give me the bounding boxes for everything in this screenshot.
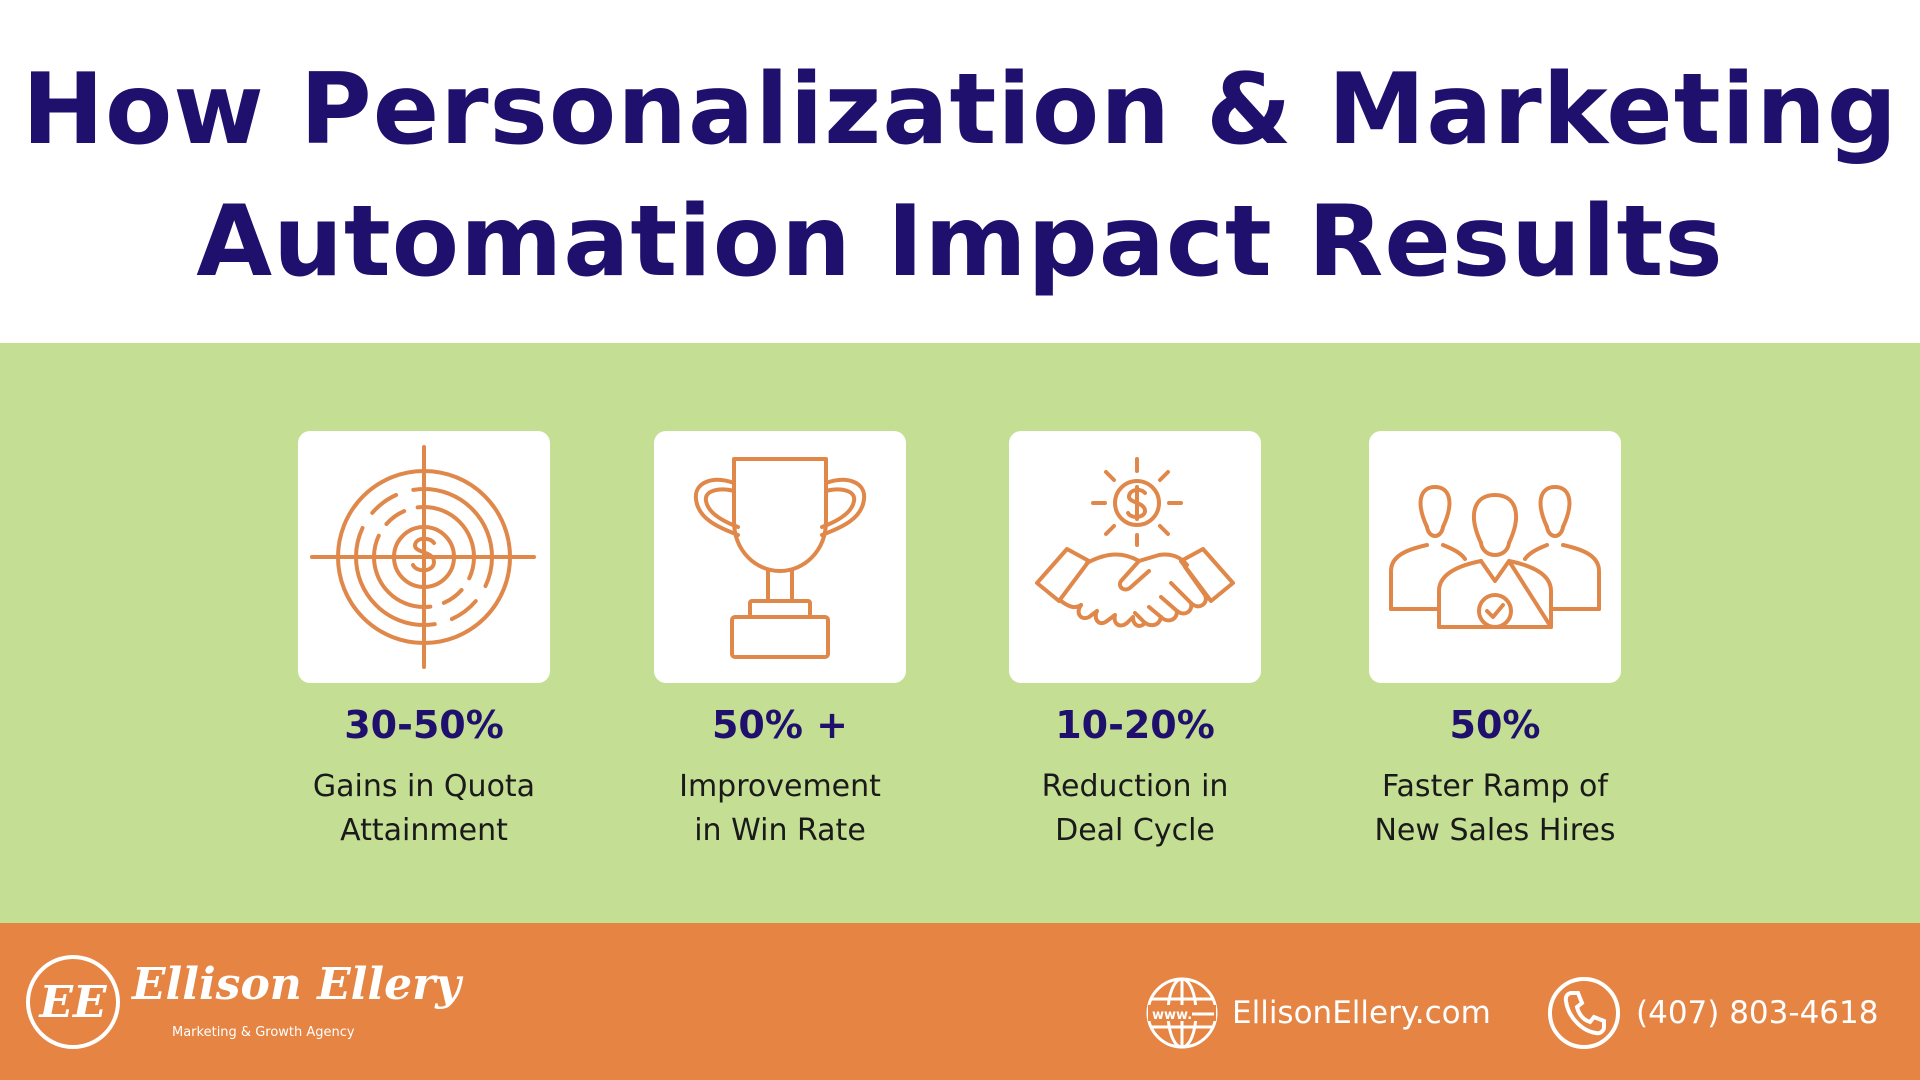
stat-win-rate: 50% + Improvement in Win Rate xyxy=(600,431,960,851)
page-title: How Personalization & Marketing Automati… xyxy=(0,44,1920,308)
stat-label-line-1: Faster Ramp of xyxy=(1382,769,1608,804)
stat-card xyxy=(1369,431,1621,683)
title-line-2: Automation Impact Results xyxy=(196,185,1724,299)
logo-tagline: Marketing & Growth Agency xyxy=(172,1025,355,1040)
footer: EE Ellison Ellery Marketing & Growth Age… xyxy=(0,923,1920,1080)
stat-label-line-2: in Win Rate xyxy=(694,813,866,848)
stat-label-line-1: Improvement xyxy=(679,769,881,804)
stat-label: Faster Ramp of New Sales Hires xyxy=(1315,765,1675,853)
header: How Personalization & Marketing Automati… xyxy=(0,0,1920,343)
logo-monogram: EE xyxy=(26,955,120,1049)
stat-value: 10-20% xyxy=(1055,703,1215,747)
website-link[interactable]: EllisonEllery.com xyxy=(1232,995,1491,1031)
stat-label: Improvement in Win Rate xyxy=(600,765,960,853)
stat-card xyxy=(654,431,906,683)
logo-name: Ellison Ellery xyxy=(132,959,461,1010)
team-check-icon xyxy=(1389,485,1601,629)
stat-label-line-2: Attainment xyxy=(340,813,508,848)
stat-value: 30-50% xyxy=(344,703,504,747)
stat-ramp-new-hires: 50% Faster Ramp of New Sales Hires xyxy=(1315,431,1675,851)
stat-label-line-2: New Sales Hires xyxy=(1374,813,1616,848)
stat-label-line-1: Reduction in xyxy=(1041,769,1229,804)
stat-label-line-2: Deal Cycle xyxy=(1055,813,1215,848)
stat-value: 50% xyxy=(1449,703,1541,747)
stat-value: 50% + xyxy=(711,703,849,747)
stat-label: Gains in Quota Attainment xyxy=(244,765,604,853)
stat-quota-attainment: 30-50% Gains in Quota Attainment xyxy=(244,431,604,851)
title-line-1: How Personalization & Marketing xyxy=(21,53,1899,167)
stat-label-line-1: Gains in Quota xyxy=(312,769,536,804)
stat-card xyxy=(298,431,550,683)
handshake-dollar-icon xyxy=(1035,457,1235,628)
trophy-icon xyxy=(693,457,867,659)
stats-band: 30-50% Gains in Quota Attainment 50% + I… xyxy=(0,343,1920,923)
phone-icon xyxy=(1548,977,1620,1049)
svg-text:www.: www. xyxy=(1152,1008,1192,1023)
stat-card xyxy=(1009,431,1261,683)
globe-www-icon: www. xyxy=(1146,977,1218,1049)
logo-monogram-text: EE xyxy=(37,977,108,1028)
target-dollar-icon xyxy=(310,445,536,669)
stat-deal-cycle: 10-20% Reduction in Deal Cycle xyxy=(955,431,1315,851)
phone-number[interactable]: (407) 803-4618 xyxy=(1636,995,1879,1031)
stat-label: Reduction in Deal Cycle xyxy=(955,765,1315,853)
